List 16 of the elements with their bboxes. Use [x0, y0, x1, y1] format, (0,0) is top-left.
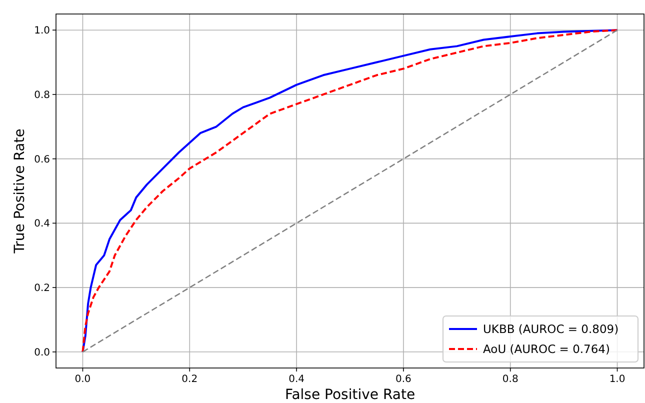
x-tick-label: 0.8 — [502, 374, 518, 385]
x-tick-label: 0.4 — [288, 374, 304, 385]
legend-label: AoU (AUROC = 0.764) — [483, 342, 610, 356]
x-axis-title: False Positive Rate — [284, 387, 416, 403]
y-tick-label: 0.0 — [34, 347, 50, 358]
x-tick-label: 0.2 — [182, 374, 198, 385]
x-tick-label: 1.0 — [609, 374, 626, 385]
y-tick-label: 1.0 — [34, 26, 50, 37]
y-axis-title: True Positive Rate — [12, 128, 28, 254]
x-tick-label: 0.0 — [74, 374, 91, 385]
y-tick-label: 0.2 — [34, 283, 50, 294]
legend-label: UKBB (AUROC = 0.809) — [483, 322, 619, 336]
x-tick-label: 0.6 — [396, 374, 412, 385]
y-tick-label: 0.6 — [34, 154, 50, 166]
y-tick-label: 0.8 — [34, 90, 50, 101]
y-tick-label: 0.4 — [34, 218, 50, 230]
